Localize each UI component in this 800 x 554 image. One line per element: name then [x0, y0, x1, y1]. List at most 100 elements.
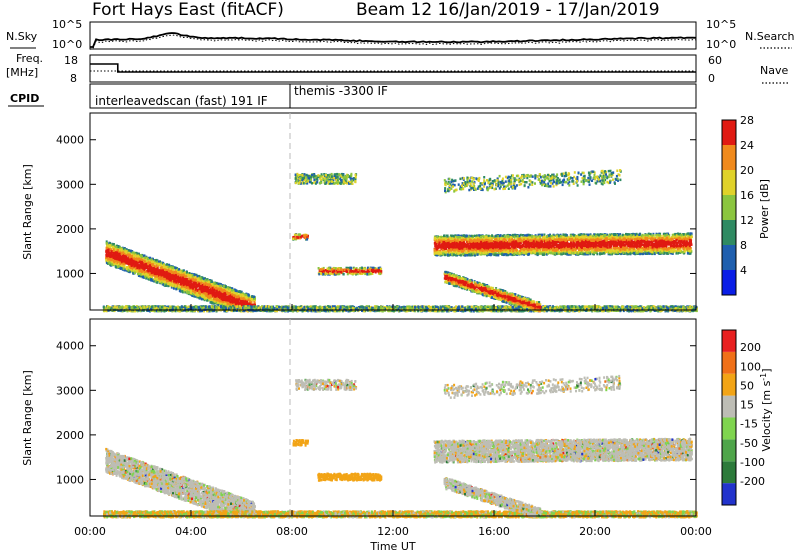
- data-cell: [156, 281, 159, 284]
- data-cell: [162, 267, 165, 271]
- nsearch-tick-high: 10^5: [706, 18, 736, 31]
- freq-unit-label: [MHz]: [6, 66, 38, 79]
- data-cell: [236, 298, 238, 301]
- data-cell: [206, 286, 209, 289]
- data-cell: [183, 278, 186, 282]
- data-cell: [199, 291, 202, 294]
- data-cell: [165, 282, 168, 286]
- data-cell: [106, 249, 109, 253]
- data-cell: [174, 282, 177, 286]
- data-cell: [212, 286, 215, 289]
- data-cell: [220, 297, 223, 300]
- data-cell: [157, 277, 160, 280]
- data-cell: [253, 295, 256, 298]
- data-cell: [183, 288, 186, 291]
- data-cell: [157, 262, 160, 266]
- data-cell: [144, 275, 147, 278]
- data-cell: [217, 299, 220, 302]
- data-cell: [240, 301, 242, 304]
- data-cell: [208, 296, 211, 299]
- data-cell: [142, 275, 145, 278]
- data-cell: [150, 258, 153, 261]
- data-cell: [178, 268, 181, 271]
- data-cell: [114, 265, 117, 268]
- data-cell: [210, 280, 213, 283]
- data-cell: [201, 288, 204, 292]
- cpid-panel: [89, 83, 697, 109]
- data-cell: [226, 298, 229, 302]
- data-cell: [148, 258, 151, 261]
- data-cell: [177, 272, 180, 276]
- data-cell: [219, 294, 221, 297]
- data-cell: [153, 264, 156, 268]
- data-cell: [112, 256, 115, 259]
- data-cell: [244, 300, 247, 303]
- data-cell: [171, 271, 174, 274]
- data-cell: [139, 269, 142, 272]
- data-cell: [202, 283, 205, 287]
- data-cell: [108, 244, 111, 247]
- nave-label: Nave: [760, 64, 788, 77]
- data-cell: [232, 294, 235, 297]
- data-cell: [174, 266, 177, 270]
- data-cell: [151, 275, 153, 279]
- data-cell: [175, 277, 178, 280]
- data-cell: [179, 283, 182, 287]
- data-cell: [158, 269, 161, 272]
- data-cell: [152, 266, 155, 270]
- data-cell: [203, 283, 206, 286]
- data-cell: [207, 299, 210, 302]
- data-cell: [195, 285, 198, 289]
- data-cell: [135, 265, 138, 268]
- data-cell: [190, 285, 193, 288]
- data-cell: [175, 272, 178, 276]
- data-cell: [205, 294, 208, 298]
- data-cell: [193, 283, 196, 287]
- data-cell: [169, 283, 172, 286]
- data-cell: [248, 296, 250, 300]
- data-cell: [200, 294, 203, 298]
- data-cell: [160, 281, 163, 285]
- data-cell: [131, 262, 133, 266]
- data-cell: [164, 268, 166, 271]
- data-cell: [192, 294, 195, 298]
- data-cell: [181, 290, 184, 293]
- data-cell: [177, 285, 180, 288]
- data-cell: [106, 244, 108, 247]
- data-cell: [131, 254, 134, 258]
- nsearch-tick-low: 10^0: [706, 38, 736, 51]
- freq-label: Freq.: [16, 52, 43, 65]
- data-cell: [132, 257, 135, 260]
- data-cell: [236, 291, 239, 295]
- data-cell: [105, 242, 108, 245]
- data-cell: [140, 266, 143, 269]
- data-cell: [210, 290, 213, 294]
- data-cell: [223, 297, 225, 300]
- data-cell: [206, 290, 209, 293]
- data-cell: [169, 267, 172, 271]
- data-cell: [162, 265, 165, 268]
- data-cell: [189, 274, 192, 277]
- data-cell: [230, 302, 233, 305]
- data-cell: [224, 290, 227, 293]
- data-cell: [176, 278, 179, 281]
- data-cell: [251, 298, 253, 301]
- nsky-series: [90, 32, 697, 48]
- data-cell: [150, 271, 153, 275]
- data-cell: [131, 251, 134, 254]
- data-cell: [117, 245, 120, 248]
- data-cell: [143, 260, 146, 263]
- data-cell: [129, 249, 132, 252]
- data-cell: [192, 293, 195, 297]
- data-cell: [164, 273, 167, 276]
- data-cell: [155, 258, 158, 262]
- data-cell: [110, 252, 113, 256]
- data-cell: [127, 269, 130, 272]
- data-cell: [186, 270, 188, 274]
- data-cell: [181, 287, 184, 291]
- nsearch-label: N.Search: [745, 30, 795, 43]
- data-cell: [118, 264, 121, 268]
- data-cell: [132, 268, 135, 272]
- data-cell: [111, 243, 114, 246]
- nsky-label: N.Sky: [6, 30, 38, 43]
